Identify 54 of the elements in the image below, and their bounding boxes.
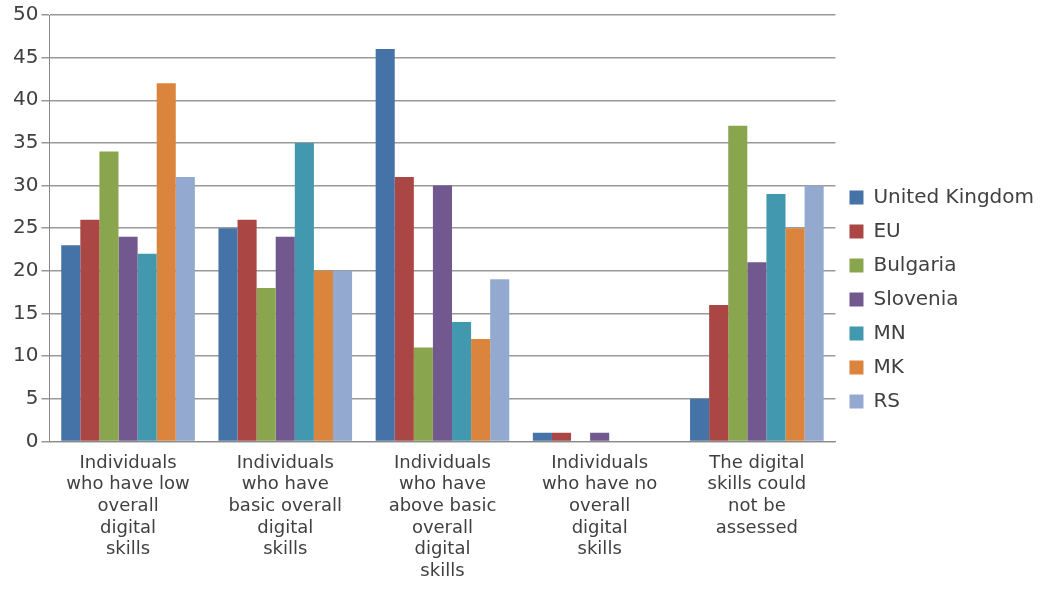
legend-label: MK — [873, 353, 905, 378]
bar — [532, 432, 552, 441]
legend-label: RS — [873, 387, 901, 412]
bar — [709, 304, 729, 441]
bar — [156, 83, 176, 441]
y-tick-label: 20 — [13, 257, 39, 282]
y-tick-label: 35 — [13, 129, 39, 154]
bar — [80, 219, 100, 441]
bar — [394, 177, 414, 441]
bar — [137, 253, 157, 441]
y-tick-label: 10 — [13, 342, 39, 367]
legend-label: Slovenia — [873, 285, 959, 310]
bar — [590, 432, 610, 441]
bar — [728, 125, 748, 441]
legend-label: United Kingdom — [873, 183, 1034, 208]
bar — [294, 142, 314, 441]
bar — [471, 339, 491, 441]
bar — [804, 185, 824, 441]
bar — [175, 177, 195, 441]
bar — [256, 287, 276, 441]
bar — [61, 245, 81, 441]
x-tick-label: Individuals who have above basic overall digital skills — [388, 450, 497, 580]
bar — [275, 236, 295, 441]
bar — [375, 49, 395, 441]
bar — [690, 398, 710, 441]
y-tick-label: 30 — [13, 171, 39, 196]
legend-label: Bulgaria — [873, 251, 957, 276]
bar — [413, 347, 433, 441]
x-tick-label: Individuals who have no overall digital skills — [542, 450, 658, 559]
bar — [99, 151, 119, 441]
bar — [785, 228, 805, 441]
x-tick-label: The digital skills could not be assessed — [707, 450, 807, 537]
bar — [747, 262, 767, 441]
bar — [452, 322, 472, 441]
bar — [237, 219, 257, 441]
bar — [766, 194, 786, 441]
legend-label: MN — [873, 319, 906, 344]
bar — [551, 432, 572, 441]
x-tick-label: Individuals who have low overall digital skills — [66, 450, 190, 559]
y-tick-label: 5 — [25, 384, 39, 409]
y-tick-label: 25 — [13, 214, 39, 239]
bar — [332, 270, 353, 441]
y-tick-label: 40 — [13, 86, 39, 111]
x-tick-label: Individuals who have basic overall digital skills — [228, 450, 343, 559]
y-tick-label: 50 — [13, 1, 39, 26]
bar — [490, 279, 510, 441]
bar — [432, 185, 453, 441]
bar — [313, 270, 333, 441]
y-tick-label: 0 — [25, 427, 39, 452]
bar — [218, 228, 238, 441]
y-tick-label: 15 — [13, 299, 39, 324]
legend-label: EU — [873, 217, 901, 242]
y-tick-label: 45 — [13, 43, 39, 68]
bar — [118, 236, 138, 441]
